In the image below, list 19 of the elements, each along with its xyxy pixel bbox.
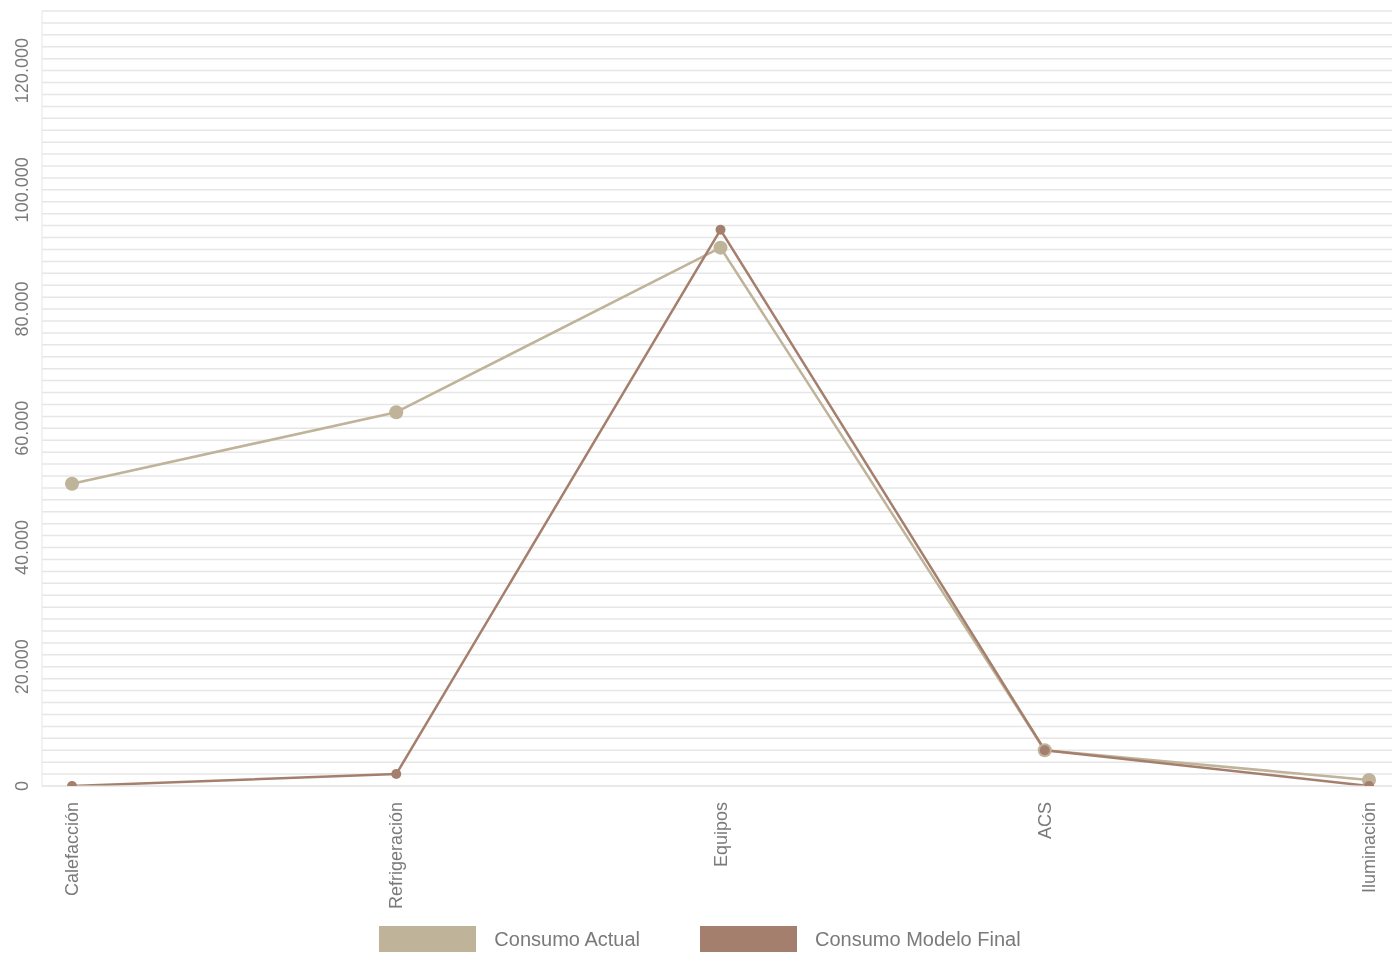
point — [713, 240, 728, 255]
point — [389, 405, 404, 420]
y-tick-label: 80.000 — [12, 281, 32, 337]
y-tick-label: 60.000 — [12, 400, 32, 456]
y-tick-label: 0 — [12, 780, 32, 792]
y-tick-label: 100.000 — [12, 157, 32, 223]
x-tick-label: Equipos — [710, 802, 731, 868]
x-tick-label: Refrigeración — [386, 802, 407, 910]
y-tick-label: 40.000 — [12, 520, 32, 576]
point — [715, 224, 726, 235]
x-tick-label: Iluminación — [1359, 802, 1379, 894]
point — [391, 769, 402, 780]
legend-label: Consumo Actual — [494, 927, 640, 951]
legend-label: Consumo Modelo Final — [814, 927, 1021, 951]
y-tick-label: 120.000 — [12, 38, 32, 104]
x-tick-label: Calefacción — [62, 802, 82, 897]
x-tick-label: ACS — [1034, 802, 1055, 840]
point — [65, 476, 79, 491]
y-tick-label: 20.000 — [12, 639, 32, 695]
